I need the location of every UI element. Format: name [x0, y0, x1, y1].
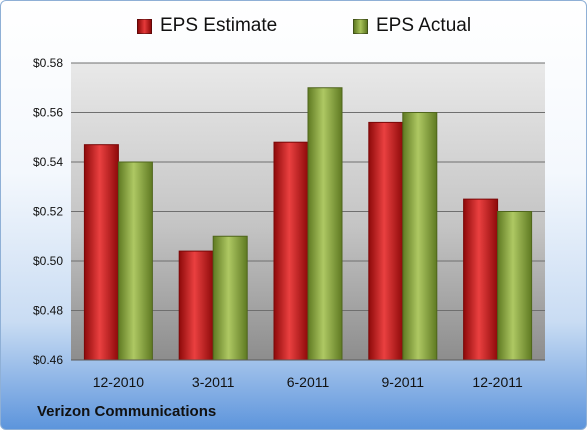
y-tick-label: $0.50: [33, 254, 63, 268]
y-tick-label: $0.48: [33, 304, 63, 318]
legend: EPS Estimate EPS Actual: [1, 15, 586, 41]
bar-estimate: [273, 141, 309, 361]
legend-swatch-actual: [353, 18, 368, 34]
y-tick-label: $0.46: [33, 353, 63, 367]
bar-actual: [497, 211, 533, 361]
company-name: Verizon Communications: [37, 403, 217, 420]
legend-label-estimate: EPS Estimate: [160, 15, 278, 36]
bar-estimate: [463, 198, 499, 361]
x-tick-label: 9-2011: [382, 374, 425, 390]
legend-item-actual: EPS Actual: [353, 15, 471, 37]
x-tick-label: 12-2010: [93, 374, 145, 390]
bar-actual: [402, 112, 438, 361]
legend-swatch-estimate: [137, 18, 152, 34]
x-tick-label: 6-2011: [287, 374, 330, 390]
bar-estimate: [368, 121, 404, 361]
legend-label-actual: EPS Actual: [376, 15, 472, 36]
bar-estimate: [83, 144, 119, 361]
y-tick-label: $0.54: [33, 155, 63, 169]
bar-actual: [307, 87, 343, 361]
bar-estimate: [178, 250, 214, 361]
y-tick-label: $0.52: [33, 205, 63, 219]
x-tick-label: 12-2011: [472, 374, 523, 390]
y-tick-label: $0.58: [33, 56, 63, 70]
bar-actual: [212, 235, 248, 361]
legend-item-estimate: EPS Estimate: [137, 15, 277, 37]
y-tick-label: $0.56: [33, 106, 63, 120]
bar-actual: [117, 161, 153, 361]
x-tick-label: 3-2011: [192, 374, 235, 390]
